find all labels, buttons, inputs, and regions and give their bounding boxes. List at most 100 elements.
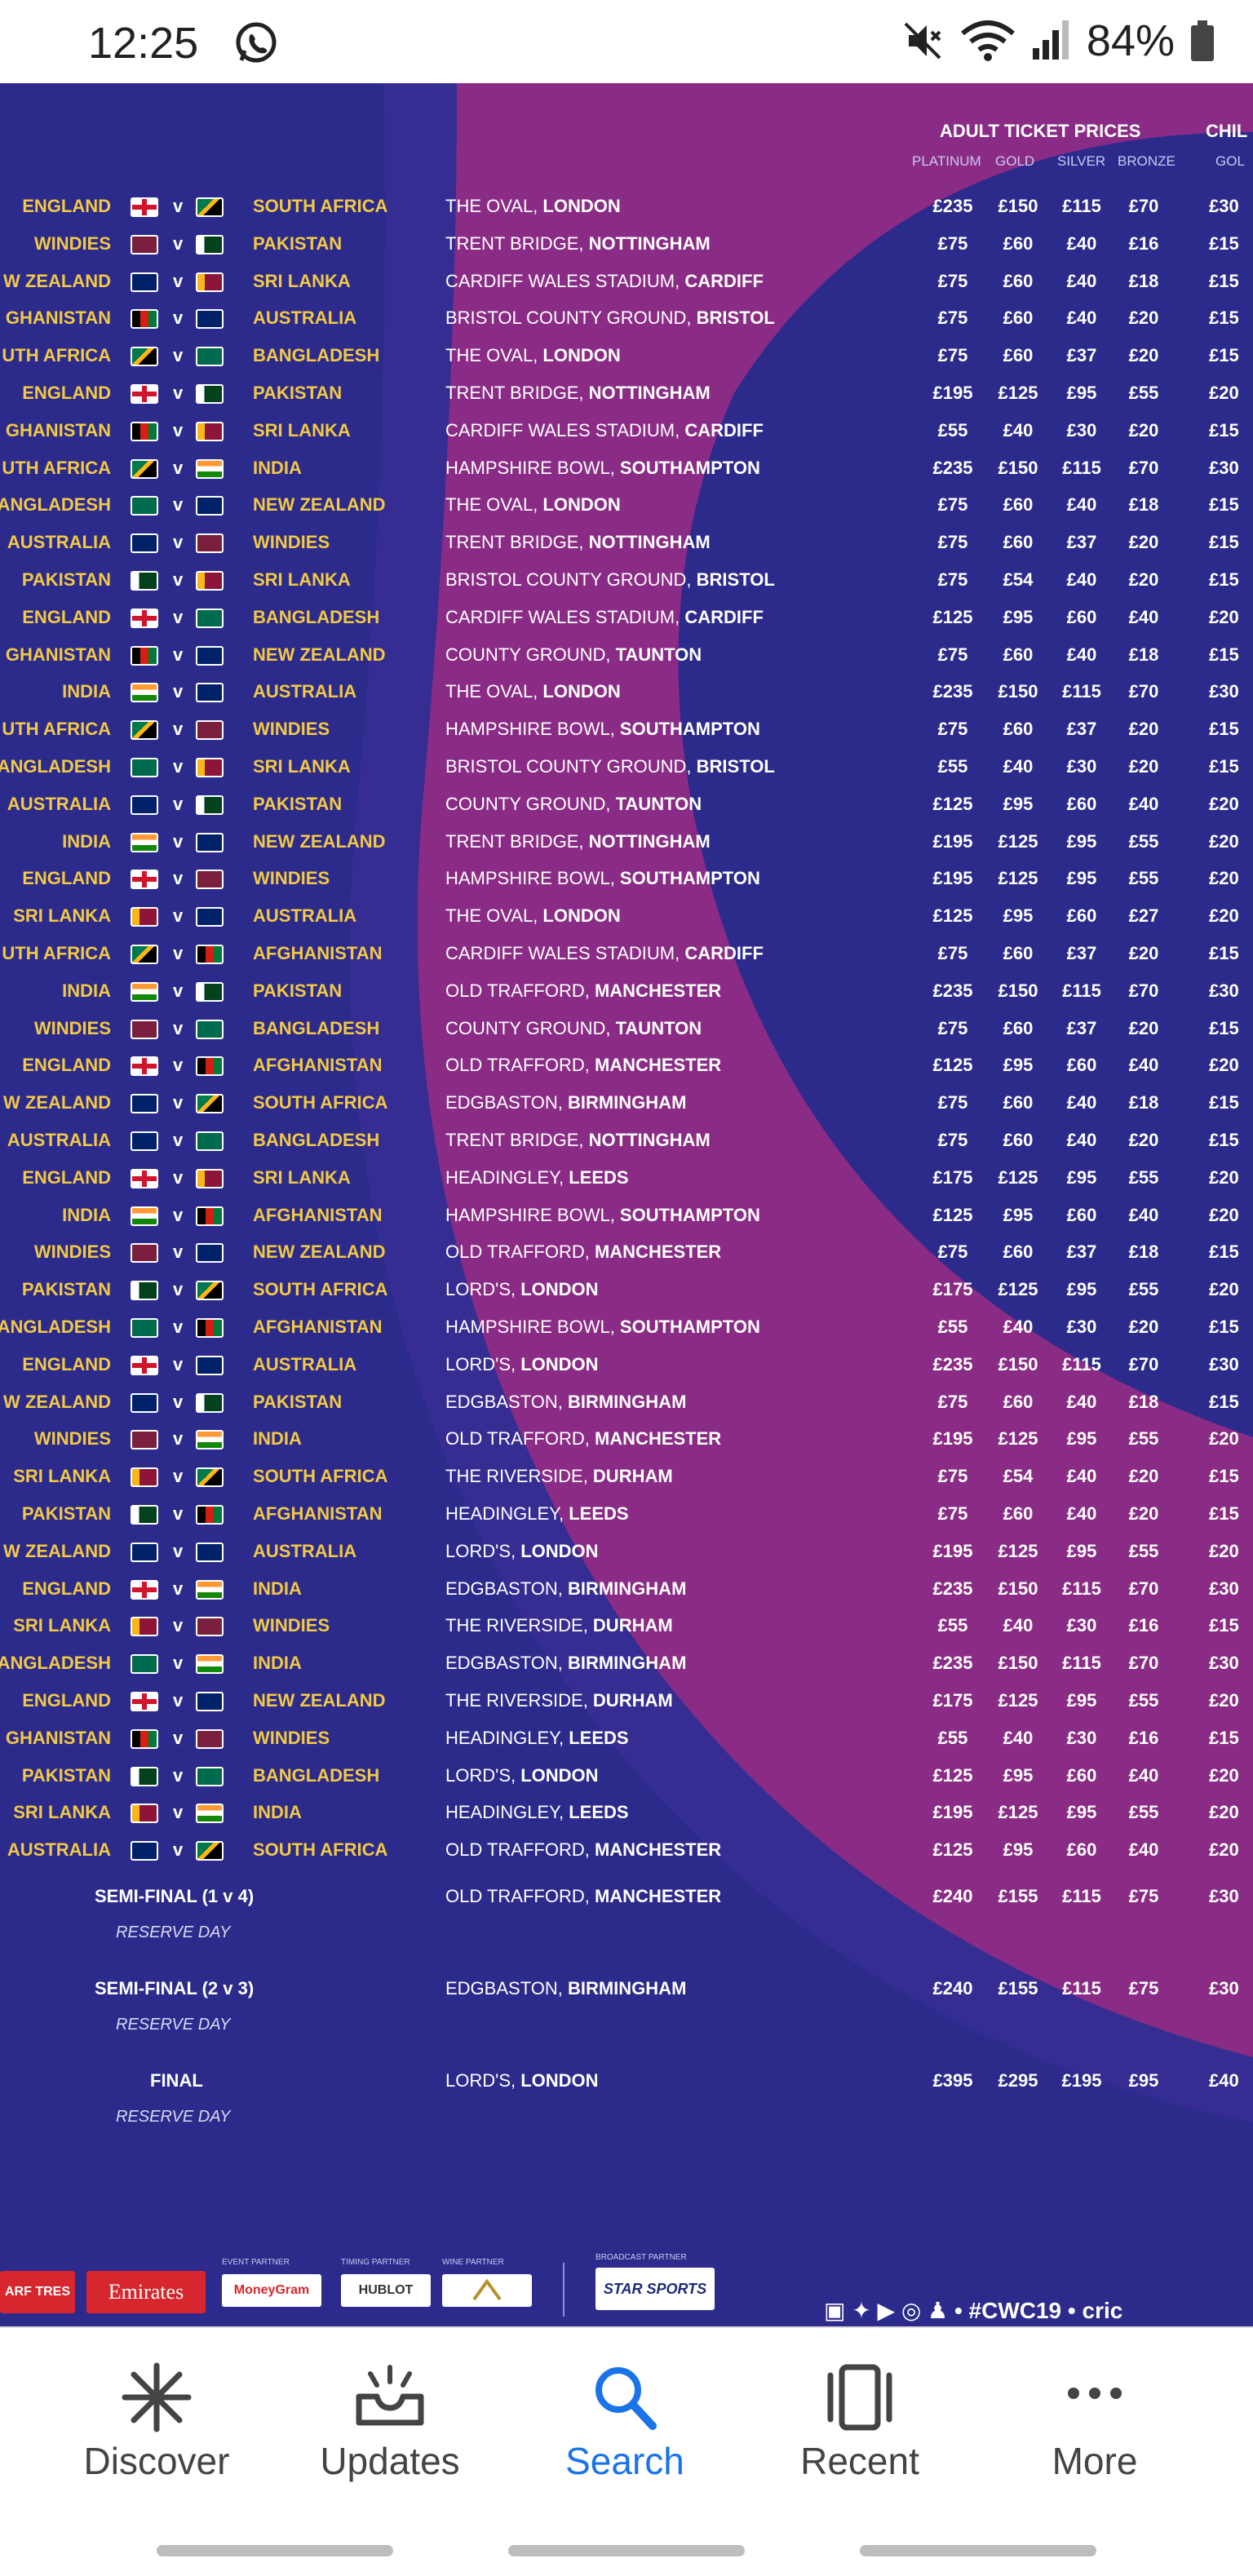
price-child: £30 <box>1209 457 1239 478</box>
price-gold: £125 <box>998 1540 1038 1561</box>
match-row: AUSTRALIA v PAKISTAN COUNTY GROUND, TAUNTON… <box>0 787 1253 825</box>
venue-city: TAUNTON <box>615 644 702 665</box>
versus-label: v <box>173 681 184 702</box>
price-platinum: £55 <box>937 1727 968 1748</box>
price-gold: £125 <box>998 1690 1038 1711</box>
match-row: SRI LANKA v SOUTH AFRICA THE RIVERSIDE, DUR… <box>0 1459 1253 1497</box>
team-away: AFGHANISTAN <box>253 1204 383 1225</box>
venue-ground: LORD'S, <box>445 1764 521 1786</box>
versus-label: v <box>173 196 184 216</box>
sponsor-wine-logo <box>442 2274 532 2307</box>
venue-ground: OLD TRAFFORD, <box>445 1886 595 1906</box>
flag-away-icon <box>196 1094 224 1114</box>
price-gold: £95 <box>1003 905 1034 927</box>
nav-updates[interactable]: Updates <box>284 2361 496 2483</box>
flag-home-icon <box>131 458 158 479</box>
match-row: WINDIES v PAKISTAN TRENT BRIDGE, NOTTINGHAM… <box>0 227 1253 264</box>
venue-city: CARDIFF <box>684 606 764 627</box>
flag-away-icon <box>196 608 224 628</box>
price-silver: £40 <box>1066 308 1097 329</box>
price-child: £15 <box>1209 532 1239 553</box>
nav-search-label: Search <box>565 2440 684 2482</box>
flag-home-icon <box>131 1131 158 1151</box>
team-away: BANGLADESH <box>253 1017 380 1038</box>
snapchat-icon[interactable]: ♟ <box>928 2298 949 2323</box>
venue-ground: TRENT BRIDGE, <box>445 532 589 553</box>
flag-home-icon <box>131 1467 158 1488</box>
team-home: WINDIES <box>33 1242 111 1263</box>
reserve-day-label: RESERVE DAY <box>116 2016 231 2034</box>
venue-city: LONDON <box>520 1764 599 1786</box>
price-bronze: £20 <box>1128 345 1159 366</box>
price-gold: £60 <box>1003 943 1034 963</box>
team-away: AFGHANISTAN <box>253 1317 383 1337</box>
venue-city: NOTTINGHAM <box>588 830 711 852</box>
price-platinum: £125 <box>932 606 973 627</box>
gesture-pill-right[interactable] <box>860 2545 1096 2556</box>
venue: THE OVAL, LONDON <box>445 681 621 702</box>
venue: LORD'S, LONDON <box>445 2070 599 2091</box>
price-child: £15 <box>1209 1466 1239 1487</box>
nav-discover[interactable]: Discover <box>51 2361 263 2483</box>
gesture-pill-center[interactable] <box>508 2545 745 2556</box>
price-bronze: £16 <box>1128 1727 1159 1748</box>
gesture-bar <box>0 2522 1253 2576</box>
nav-recent[interactable]: Recent <box>754 2361 966 2483</box>
price-gold: £125 <box>998 383 1038 403</box>
price-silver: £30 <box>1066 1317 1097 1337</box>
venue: OLD TRAFFORD, MANCHESTER <box>445 980 721 1002</box>
versus-label: v <box>173 793 184 814</box>
price-gold: £150 <box>998 980 1038 1001</box>
status-time: 12:25 <box>88 19 199 68</box>
youtube-icon[interactable]: ▶ <box>877 2298 896 2323</box>
facebook-icon[interactable]: ▣ <box>824 2298 846 2323</box>
match-row: PAKISTAN v BANGLADESH LORD'S, LONDON £125 £95… <box>0 1759 1253 1796</box>
team-home: ENGLAND <box>22 1353 111 1374</box>
bottom-navigation: Discover Updates Search Recent <box>0 2326 1253 2524</box>
flag-home-icon <box>131 945 158 964</box>
price-bronze: £20 <box>1128 1017 1159 1038</box>
team-away: PAKISTAN <box>253 383 343 403</box>
sponsor-emirates: Emirates <box>86 2271 206 2313</box>
venue-ground: EDGBASTON, <box>445 1653 568 1674</box>
price-gold: £60 <box>1003 719 1034 740</box>
col-child-gold: GOL <box>1215 153 1245 169</box>
price-child: £30 <box>1209 196 1239 216</box>
venue: LORD'S, LONDON <box>445 1279 599 1300</box>
ticket-price-poster: ADULT TICKET PRICES CHIL PLATINUM GOLD S… <box>0 83 1253 2326</box>
price-platinum: £75 <box>937 719 968 740</box>
flag-home-icon <box>131 533 158 554</box>
twitter-icon[interactable]: ✦ <box>852 2298 871 2323</box>
gesture-pill-left[interactable] <box>157 2545 393 2556</box>
venue: COUNTY GROUND, TAUNTON <box>445 794 702 815</box>
nav-more[interactable]: More <box>989 2361 1201 2483</box>
flag-away-icon <box>196 197 224 217</box>
venue-ground: EDGBASTON, <box>445 1978 568 1998</box>
venue-ground: OLD TRAFFORD, <box>445 1242 595 1263</box>
flag-home-icon <box>131 1542 158 1562</box>
flag-away-icon <box>196 496 224 516</box>
price-bronze: £95 <box>1128 2070 1159 2091</box>
price-bronze: £20 <box>1128 532 1159 553</box>
flag-home-icon <box>131 272 158 292</box>
venue-ground: BRISTOL COUNTY GROUND, <box>445 569 697 590</box>
poster-background <box>0 83 1253 2326</box>
nav-search[interactable]: Search <box>519 2361 731 2483</box>
venue: LORD'S, LONDON <box>445 1541 599 1562</box>
match-row: PAKISTAN v SOUTH AFRICA LORD'S, LONDON £175 £… <box>0 1273 1253 1310</box>
team-home: W ZEALAND <box>3 270 111 291</box>
versus-label: v <box>173 868 184 889</box>
price-child: £15 <box>1209 569 1239 590</box>
price-bronze: £75 <box>1128 1886 1159 1906</box>
team-away: BANGLADESH <box>253 1764 380 1786</box>
team-home: ANGLADESH <box>0 1653 111 1674</box>
team-away: INDIA <box>253 1428 302 1450</box>
venue: OLD TRAFFORD, MANCHESTER <box>445 1242 721 1263</box>
price-gold: £125 <box>998 1166 1038 1188</box>
match-row: SRI LANKA v AUSTRALIA THE OVAL, LONDON £125 £… <box>0 899 1253 936</box>
venue: OLD TRAFFORD, MANCHESTER <box>445 1839 721 1861</box>
instagram-icon[interactable]: ◎ <box>901 2298 922 2323</box>
flag-home-icon <box>131 1318 158 1338</box>
price-gold: £125 <box>998 1802 1038 1823</box>
price-bronze: £18 <box>1128 1391 1159 1412</box>
